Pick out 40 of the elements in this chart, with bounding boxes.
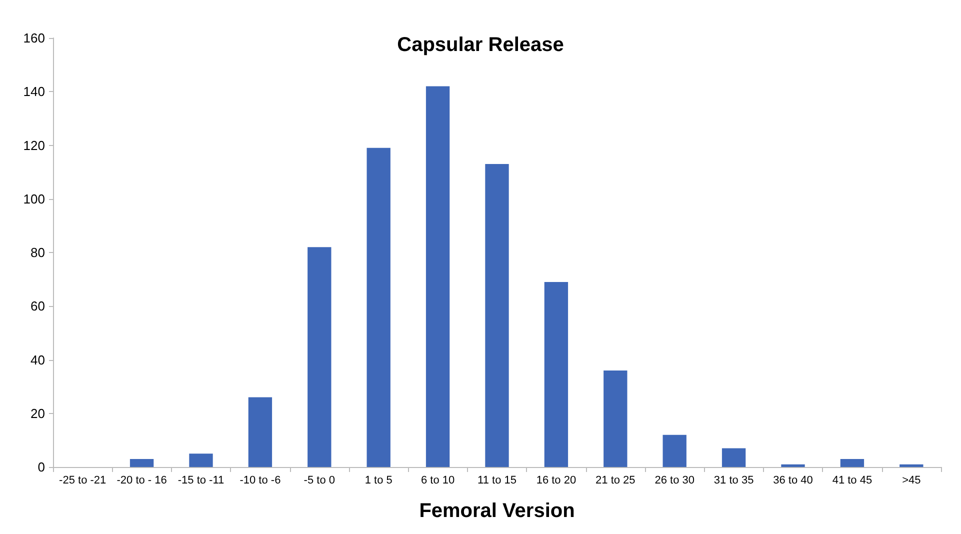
x-tick-label: -20 to - 16: [116, 474, 167, 486]
bar: [544, 282, 568, 467]
chart-title: Capsular Release: [397, 34, 564, 56]
x-tick-label: -10 to -6: [240, 474, 281, 486]
y-tick-label: 0: [38, 460, 45, 474]
y-tick-label: 160: [23, 30, 45, 46]
bar: [485, 164, 509, 467]
x-tick-label: -25 to -21: [59, 474, 106, 486]
y-tick-label: 120: [23, 138, 45, 153]
y-tick-label: 40: [30, 352, 45, 368]
y-tick-label: 140: [23, 84, 45, 100]
bar: [781, 464, 805, 467]
bar: [426, 86, 450, 467]
bar: [900, 464, 924, 467]
x-tick-label: 16 to 20: [536, 474, 576, 486]
x-tick-label: -15 to -11: [178, 474, 224, 486]
bar: [308, 247, 332, 467]
bar: [662, 434, 686, 467]
x-tick-label: >45: [902, 474, 921, 486]
x-tick-label: -5 to 0: [304, 474, 335, 486]
bar: [130, 458, 154, 467]
bar: [722, 448, 746, 467]
y-tick-label: 100: [23, 191, 45, 206]
x-tick-label: 36 to 40: [773, 474, 813, 486]
x-tick-label: 26 to 30: [654, 474, 694, 486]
x-axis-title: Femoral Version: [419, 500, 575, 522]
bar: [604, 370, 628, 467]
bar: [189, 454, 213, 467]
x-tick-label: 41 to 45: [832, 474, 872, 486]
bar: [366, 148, 390, 467]
y-tick-label: 80: [30, 245, 45, 260]
x-tick-label: 11 to 15: [478, 474, 516, 486]
bar: [248, 397, 272, 467]
bar: [840, 458, 864, 467]
x-tick-label: 1 to 5: [364, 474, 392, 486]
y-tick-label: 20: [30, 406, 45, 421]
y-tick-label: 60: [30, 298, 45, 314]
x-tick-label: 31 to 35: [714, 474, 754, 486]
x-tick-label: 6 to 10: [420, 474, 455, 486]
x-tick-label: 21 to 25: [596, 474, 636, 486]
